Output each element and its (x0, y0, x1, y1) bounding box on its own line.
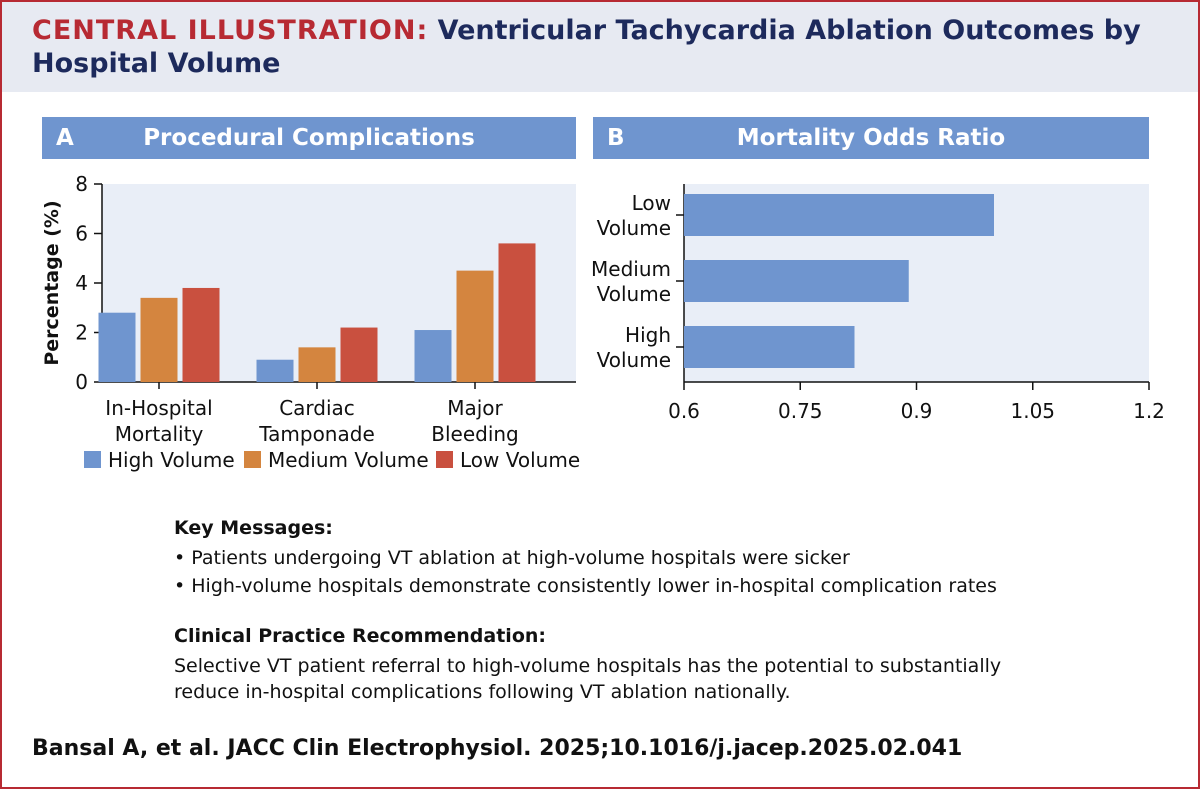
chart-a-bar-medium-volume (140, 297, 178, 382)
key-message-2: • High-volume hospitals demonstrate cons… (174, 575, 997, 597)
recommendation-heading: Clinical Practice Recommendation: (174, 625, 546, 647)
panel-a-letter: A (56, 125, 74, 151)
chart-a-bar-low-volume (182, 287, 220, 382)
chart-b-x-tick-label: 1.2 (1133, 399, 1165, 423)
chart-b-x-tick-label: 1.05 (1010, 399, 1055, 423)
chart-b-bar (684, 326, 855, 368)
panel-a-header: A Procedural Complications (42, 117, 576, 159)
chart-a-bar-low-volume (498, 243, 536, 382)
chart-a-bar-medium-volume (298, 347, 336, 382)
chart-b-y-tick-label: Volume (597, 216, 671, 240)
chart-b-y-tick-label: Low (632, 191, 671, 215)
chart-b-bar (684, 194, 994, 236)
figure-title: CENTRAL ILLUSTRATION: Ventricular Tachyc… (32, 14, 1172, 80)
panel-b-header: B Mortality Odds Ratio (593, 117, 1149, 159)
title-prefix: CENTRAL ILLUSTRATION: (32, 15, 429, 46)
chart-a-plot-area (102, 184, 576, 382)
chart-a-bar-high-volume (414, 330, 452, 382)
header: CENTRAL ILLUSTRATION: Ventricular Tachyc… (2, 2, 1198, 92)
chart-b-y-tick-label: High (625, 323, 671, 347)
chart-a-legend-label: Medium Volume (268, 448, 429, 472)
title-text: Ventricular Tachycardia Ablation Outcome… (32, 15, 1141, 79)
chart-a-y-axis-label: Percentage (%) (41, 200, 63, 365)
chart-a-x-tick-label: Cardiac (279, 396, 355, 420)
chart-b-y-tick-label: Volume (597, 348, 671, 372)
chart-b-x-tick-label: 0.9 (901, 399, 933, 423)
chart-a-bar-low-volume (340, 327, 378, 382)
chart-a-bar-high-volume (256, 359, 294, 382)
chart-a-legend-swatch (84, 451, 101, 468)
panel-a-title: Procedural Complications (143, 125, 475, 151)
chart-a-legend-label: Low Volume (460, 448, 580, 472)
citation: Bansal A, et al. JACC Clin Electrophysio… (32, 736, 963, 761)
chart-a-y-tick-label: 4 (75, 271, 88, 295)
chart-a-legend-swatch (436, 451, 453, 468)
chart-b-y-tick-label: Volume (597, 282, 671, 306)
panel-b-letter: B (607, 125, 625, 151)
recommendation-line-2: reduce in-hospital complications followi… (174, 681, 791, 703)
key-messages-heading: Key Messages: (174, 517, 333, 539)
key-message-1: • Patients undergoing VT ablation at hig… (174, 547, 850, 569)
chart-b-x-tick-label: 0.75 (778, 399, 823, 423)
panel-b-title: Mortality Odds Ratio (736, 125, 1006, 151)
chart-a-x-tick-label: Bleeding (431, 422, 519, 446)
chart-a-y-tick-label: 6 (75, 222, 88, 246)
chart-a-x-tick-label: Major (447, 396, 503, 420)
chart-b-y-tick-label: Medium (591, 257, 671, 281)
chart-a-legend-label: High Volume (108, 448, 235, 472)
chart-a-legend-swatch (244, 451, 261, 468)
recommendation-line-1: Selective VT patient referral to high-vo… (174, 655, 1002, 677)
chart-a-x-tick-label: In-Hospital (105, 396, 212, 420)
chart-a-x-tick-label: Mortality (115, 422, 204, 446)
chart-a-bar-high-volume (98, 312, 136, 382)
chart-a-y-tick-label: 8 (75, 172, 88, 196)
chart-a-x-tick-label: Tamponade (258, 422, 375, 446)
chart-b-x-tick-label: 0.6 (668, 399, 700, 423)
chart-a-bar-medium-volume (456, 270, 494, 382)
chart-a-y-tick-label: 0 (75, 370, 88, 394)
chart-a-y-tick-label: 2 (75, 321, 88, 345)
chart-b-bar (684, 260, 909, 302)
